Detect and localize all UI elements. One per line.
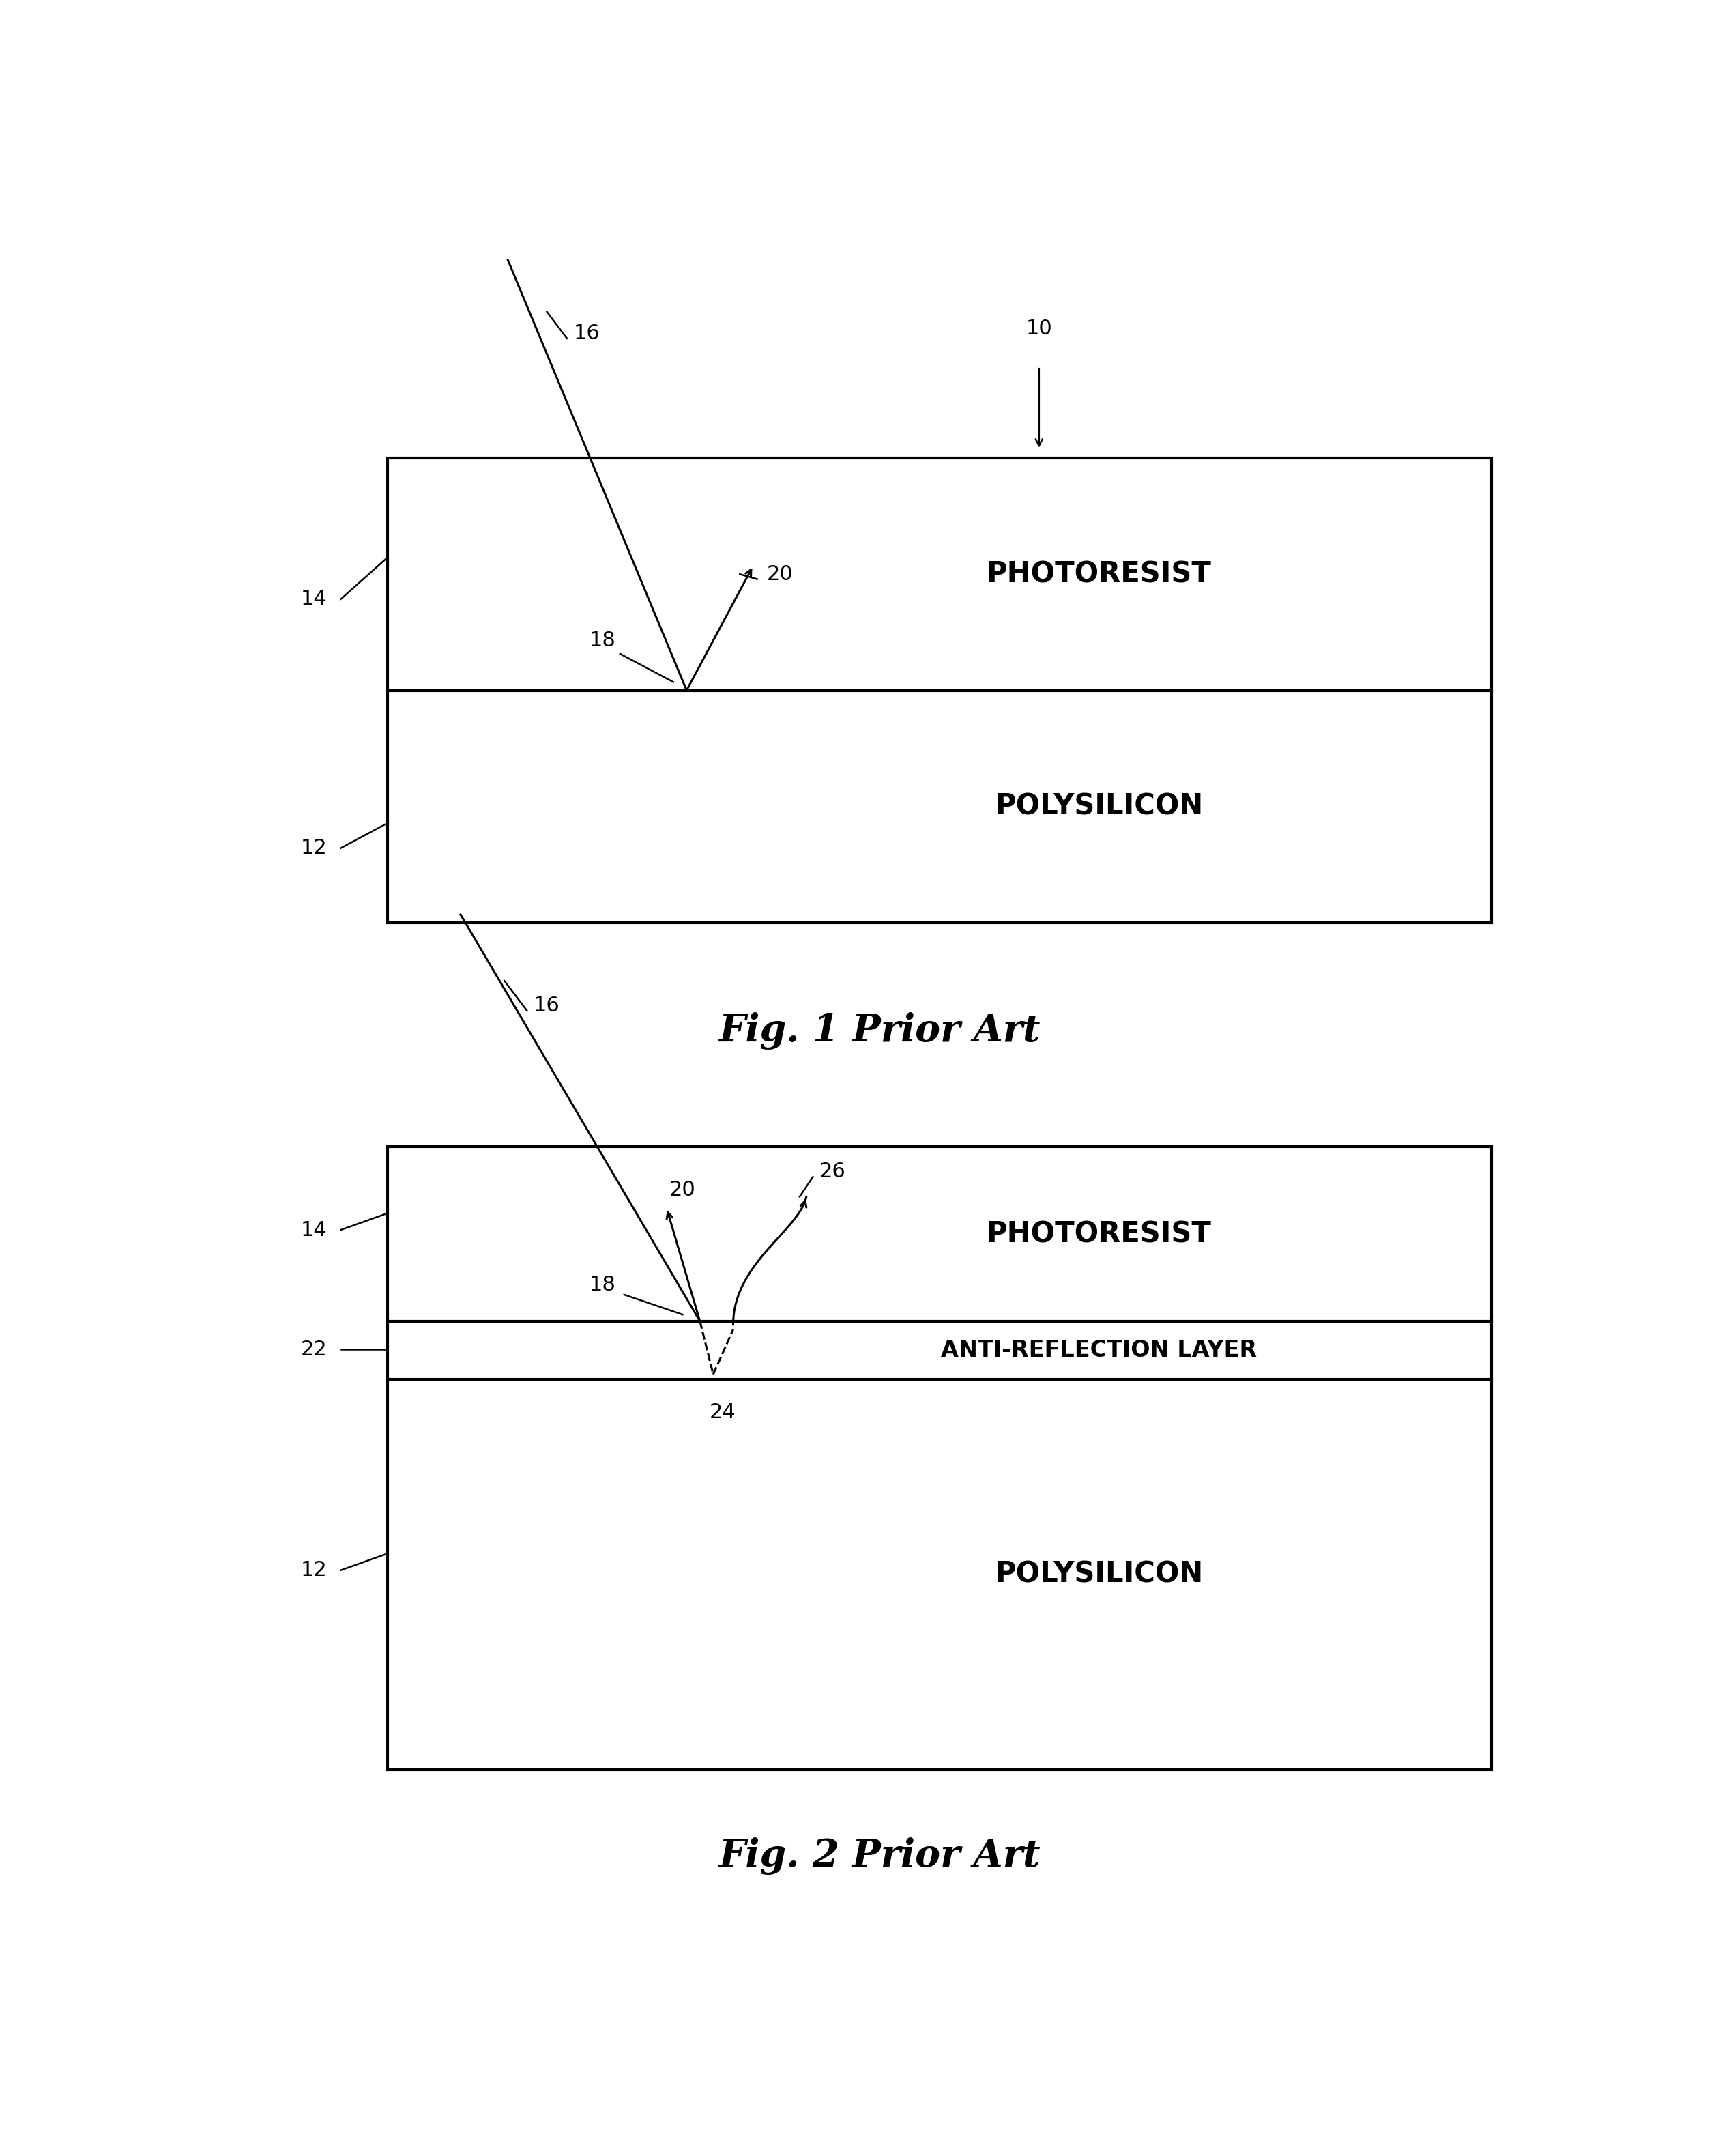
Text: 26: 26 — [820, 1162, 846, 1181]
Text: 18: 18 — [590, 632, 616, 651]
Text: 24: 24 — [709, 1404, 736, 1423]
Text: 20: 20 — [767, 565, 793, 584]
Text: 14: 14 — [300, 589, 328, 608]
Text: 12: 12 — [300, 1561, 328, 1580]
Text: PHOTORESIST: PHOTORESIST — [987, 561, 1211, 589]
Text: 16: 16 — [573, 323, 601, 343]
Text: PHOTORESIST: PHOTORESIST — [987, 1220, 1211, 1248]
Bar — [388, 457, 1491, 923]
Text: 16: 16 — [534, 996, 559, 1015]
Text: POLYSILICON: POLYSILICON — [995, 791, 1203, 821]
Text: 18: 18 — [590, 1274, 616, 1294]
Text: Fig. 1 Prior Art: Fig. 1 Prior Art — [719, 1011, 1040, 1050]
Text: 20: 20 — [669, 1179, 695, 1201]
Text: ANTI-REFLECTION LAYER: ANTI-REFLECTION LAYER — [940, 1339, 1256, 1360]
Text: 14: 14 — [300, 1220, 328, 1240]
Text: 12: 12 — [300, 839, 328, 858]
Text: Fig. 2 Prior Art: Fig. 2 Prior Art — [719, 1837, 1040, 1874]
Bar — [388, 1147, 1491, 1770]
Text: POLYSILICON: POLYSILICON — [995, 1561, 1203, 1589]
Text: 10: 10 — [1026, 319, 1052, 338]
Text: 22: 22 — [300, 1339, 328, 1358]
